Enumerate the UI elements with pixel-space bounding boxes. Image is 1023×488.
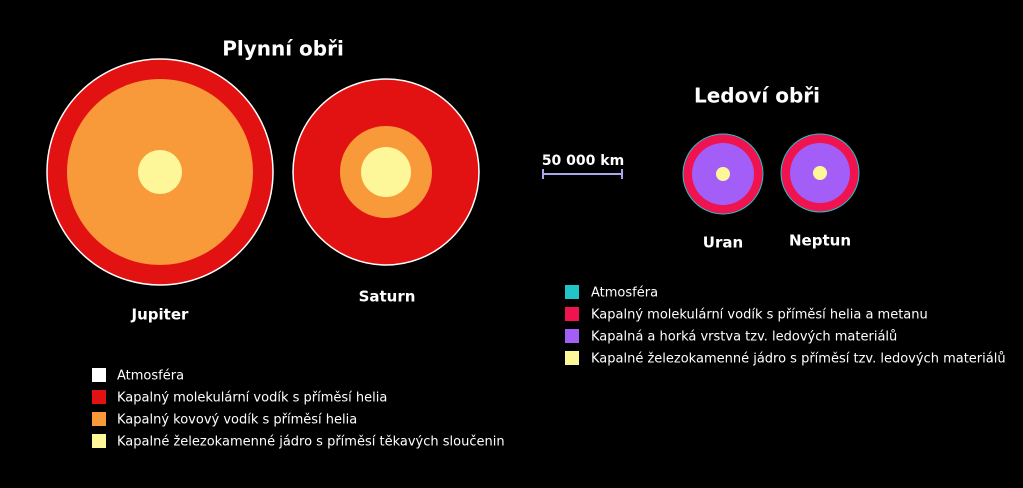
core xyxy=(361,147,411,197)
planet-label: Uran xyxy=(703,234,743,252)
core xyxy=(138,150,182,194)
legend-label: Kapalné železokamenné jádro s příměsí tě… xyxy=(117,435,505,450)
legend-swatch xyxy=(92,412,106,426)
legend-swatch xyxy=(565,351,579,365)
group-title: Ledoví obři xyxy=(694,84,820,108)
legend-label: Kapalný molekulární vodík s příměsí heli… xyxy=(591,308,928,323)
legend: Atmosféra Kapalný molekulární vodík s př… xyxy=(92,368,505,450)
legend-label: Kapalný kovový vodík s příměsí helia xyxy=(117,413,357,428)
legend-label: Atmosféra xyxy=(117,369,184,384)
scale-label: 50 000 km xyxy=(542,153,624,169)
planet-label: Neptun xyxy=(789,232,851,250)
core xyxy=(716,167,730,181)
planet-label: Saturn xyxy=(359,288,416,306)
legend-label: Kapalná a horká vrstva tzv. ledových mat… xyxy=(591,330,897,345)
legend-swatch xyxy=(92,434,106,448)
legend-swatch xyxy=(565,329,579,343)
legend-swatch xyxy=(565,285,579,299)
legend-swatch xyxy=(92,390,106,404)
legend: Atmosféra Kapalný molekulární vodík s př… xyxy=(565,285,1006,367)
legend-swatch xyxy=(92,368,106,382)
planet-label: Jupiter xyxy=(131,306,189,324)
legend-swatch xyxy=(565,307,579,321)
legend-label: Kapalné železokamenné jádro s příměsí tz… xyxy=(591,352,1006,367)
planet-saturn xyxy=(292,78,480,266)
core xyxy=(813,166,827,180)
legend-label: Atmosféra xyxy=(591,286,658,301)
planet-uran xyxy=(682,133,764,215)
scale-bar xyxy=(542,169,623,179)
planet-jupiter xyxy=(46,58,274,286)
group-title: Plynní obři xyxy=(222,37,344,61)
legend-label: Kapalný molekulární vodík s příměsí heli… xyxy=(117,391,387,406)
planet-neptun xyxy=(780,133,860,213)
